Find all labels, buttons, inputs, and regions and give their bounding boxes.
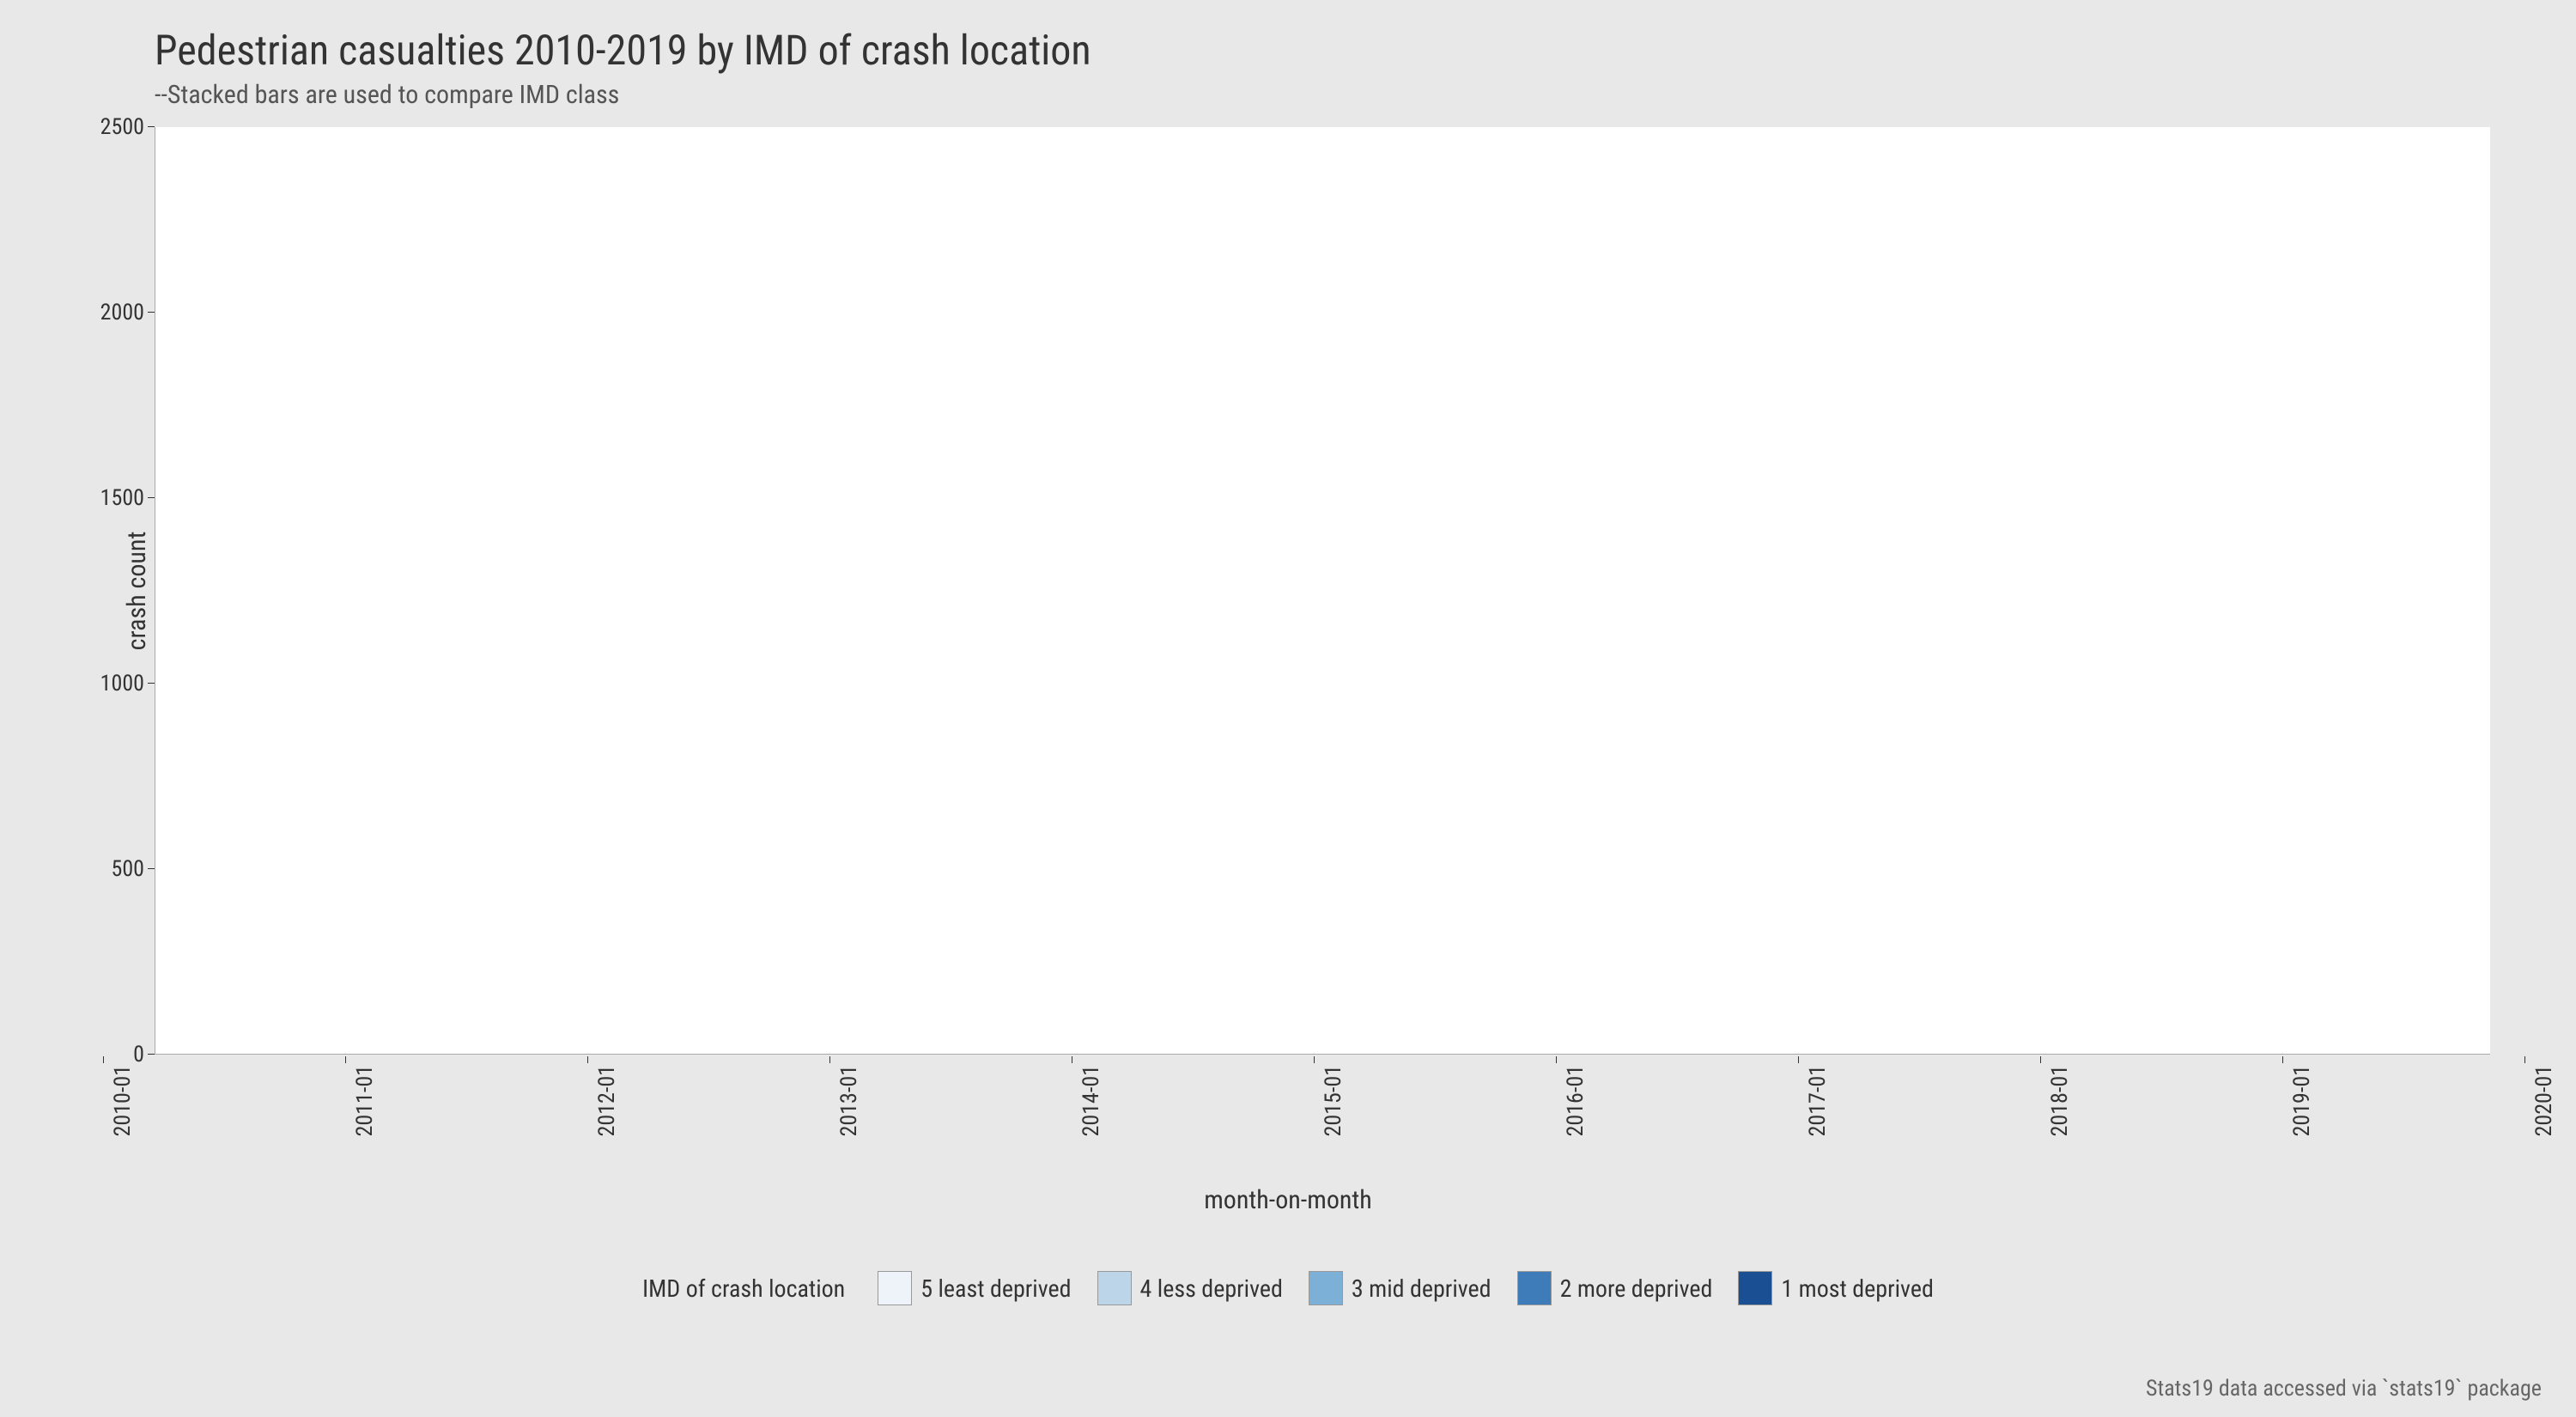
legend-title: IMD of crash location [642,1274,845,1303]
x-axis: 2010-01 2011-01 2012-01 2013-01 2014-01 2015-… [103,1056,2524,1177]
y-tick-mark [148,1054,155,1055]
legend-swatch [1097,1271,1132,1305]
bars-group [155,127,2490,1054]
y-tick-mark [148,868,155,869]
y-tick-label: 1500 [100,485,144,511]
x-tick-label: 2019-01 [2289,1065,2315,1136]
x-axis-label: month-on-month [0,1185,2576,1215]
legend-label: 5 least deprived [920,1274,1071,1303]
x-tick-label: 2014-01 [1078,1065,1104,1136]
legend: IMD of crash location 5 least deprived 4 … [0,1271,2576,1305]
x-tick-mark [587,1056,588,1063]
legend-swatch [1517,1271,1552,1305]
legend-swatch [1738,1271,1772,1305]
legend-item: 2 more deprived [1517,1271,1713,1305]
x-tick-mark [1314,1056,1315,1063]
legend-label: 2 more deprived [1560,1274,1713,1303]
y-tick-mark [148,312,155,313]
chart-caption: Stats19 data accessed via `stats19` pack… [2146,1376,2542,1402]
legend-swatch [1309,1271,1343,1305]
legend-item: 3 mid deprived [1309,1271,1492,1305]
x-tick-label: 2013-01 [836,1065,862,1136]
legend-swatch [878,1271,912,1305]
legend-item: 5 least deprived [878,1271,1071,1305]
y-tick-label: 1000 [100,671,144,696]
x-tick-mark [829,1056,830,1063]
y-tick-mark [148,126,155,127]
plot-area [155,127,2490,1055]
x-tick-mark [2040,1056,2041,1063]
x-tick-mark [2282,1056,2283,1063]
x-tick-label: 2018-01 [2047,1065,2073,1136]
x-tick-label: 2016-01 [1563,1065,1589,1136]
y-axis: 05001000150020002500 [146,127,155,1055]
chart-container: Pedestrian casualties 2010-2019 by IMD o… [0,0,2576,1417]
x-tick-label: 2012-01 [594,1065,620,1136]
x-tick-label: 2020-01 [2531,1065,2557,1136]
y-tick-label: 500 [111,856,144,882]
legend-label: 1 most deprived [1781,1274,1933,1303]
y-tick-label: 2000 [100,300,144,325]
x-tick-label: 2010-01 [110,1065,136,1136]
legend-label: 4 less deprived [1140,1274,1283,1303]
chart-title: Pedestrian casualties 2010-2019 by IMD o… [155,26,2542,75]
x-tick-mark [103,1056,104,1063]
x-tick-label: 2011-01 [352,1065,378,1136]
y-tick-mark [148,497,155,498]
x-tick-mark [345,1056,346,1063]
y-tick-label: 2500 [100,114,144,140]
x-tick-mark [1556,1056,1557,1063]
plot-wrap: crash count 05001000150020002500 [155,127,2490,1055]
x-tick-label: 2015-01 [1321,1065,1346,1136]
legend-item: 4 less deprived [1097,1271,1283,1305]
chart-subtitle: --Stacked bars are used to compare IMD c… [155,80,2542,110]
legend-label: 3 mid deprived [1352,1274,1492,1303]
legend-item: 1 most deprived [1738,1271,1933,1305]
y-tick-mark [148,683,155,684]
x-tick-mark [1798,1056,1799,1063]
x-tick-mark [2524,1056,2525,1063]
x-tick-label: 2017-01 [1805,1065,1831,1136]
